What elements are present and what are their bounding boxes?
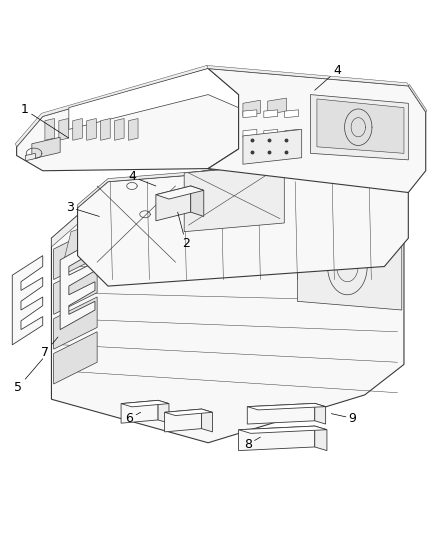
- Polygon shape: [59, 118, 68, 140]
- Polygon shape: [101, 118, 110, 140]
- Polygon shape: [239, 426, 315, 450]
- Polygon shape: [32, 137, 60, 159]
- Polygon shape: [208, 68, 426, 192]
- Polygon shape: [121, 400, 158, 423]
- Polygon shape: [69, 68, 239, 130]
- Text: 2: 2: [178, 212, 190, 250]
- Polygon shape: [51, 160, 404, 247]
- Polygon shape: [73, 118, 82, 140]
- Text: 1: 1: [21, 103, 69, 138]
- Polygon shape: [60, 240, 95, 329]
- Polygon shape: [207, 66, 426, 112]
- Polygon shape: [78, 157, 408, 208]
- Polygon shape: [53, 262, 97, 314]
- Polygon shape: [315, 426, 327, 450]
- Polygon shape: [201, 409, 212, 432]
- Polygon shape: [408, 85, 427, 112]
- Polygon shape: [51, 160, 404, 443]
- Polygon shape: [165, 409, 201, 432]
- Polygon shape: [154, 162, 254, 214]
- Polygon shape: [15, 66, 239, 147]
- Text: 6: 6: [125, 412, 141, 425]
- Polygon shape: [191, 186, 204, 216]
- Polygon shape: [53, 297, 97, 349]
- Polygon shape: [78, 160, 408, 286]
- Polygon shape: [25, 154, 35, 161]
- Polygon shape: [121, 400, 169, 407]
- Polygon shape: [53, 332, 97, 384]
- Text: 4: 4: [128, 171, 156, 186]
- Polygon shape: [156, 186, 191, 221]
- Polygon shape: [317, 99, 404, 154]
- Polygon shape: [158, 400, 169, 423]
- Polygon shape: [115, 118, 124, 140]
- Polygon shape: [264, 130, 278, 137]
- Text: 8: 8: [244, 437, 260, 451]
- Polygon shape: [87, 118, 96, 140]
- Polygon shape: [247, 403, 325, 410]
- Polygon shape: [243, 100, 260, 116]
- Polygon shape: [184, 164, 284, 232]
- Polygon shape: [268, 98, 286, 114]
- Polygon shape: [17, 68, 239, 171]
- Polygon shape: [311, 94, 408, 160]
- Text: 5: 5: [14, 359, 43, 393]
- Polygon shape: [285, 130, 299, 137]
- Polygon shape: [165, 409, 212, 416]
- Polygon shape: [297, 201, 402, 310]
- Text: 9: 9: [331, 412, 357, 425]
- Polygon shape: [156, 186, 204, 199]
- Polygon shape: [128, 118, 138, 140]
- Polygon shape: [315, 403, 325, 424]
- Polygon shape: [239, 426, 327, 433]
- Polygon shape: [243, 130, 302, 164]
- Polygon shape: [243, 110, 257, 118]
- Polygon shape: [53, 228, 97, 279]
- Polygon shape: [243, 130, 257, 137]
- Text: 3: 3: [66, 201, 99, 216]
- Polygon shape: [45, 118, 54, 140]
- Polygon shape: [62, 206, 149, 266]
- Polygon shape: [264, 110, 278, 118]
- Polygon shape: [285, 110, 299, 118]
- Text: 4: 4: [315, 64, 341, 90]
- Polygon shape: [12, 256, 43, 345]
- Text: 7: 7: [42, 337, 58, 359]
- Polygon shape: [247, 403, 315, 424]
